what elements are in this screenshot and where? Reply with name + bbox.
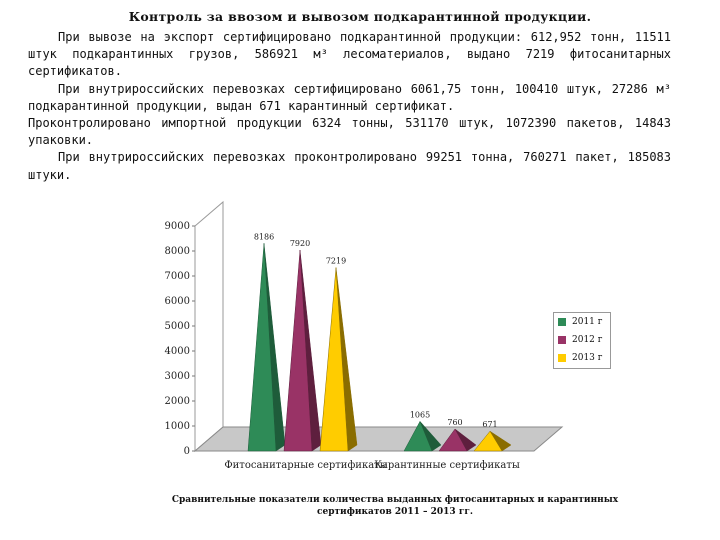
back-wall — [194, 200, 224, 453]
legend-label-2011: 2011 г — [572, 317, 603, 327]
y-tick-label: 2000 — [165, 396, 190, 407]
chart-caption: Сравнительные показатели количества выда… — [171, 495, 619, 517]
data-label: 760 — [447, 418, 462, 427]
legend-label-2013: 2013 г — [572, 353, 603, 363]
y-tick-label: 3000 — [165, 371, 190, 382]
data-label: 671 — [482, 420, 497, 429]
legend-swatch-2011 — [558, 318, 566, 326]
pyramid-0-0 — [247, 243, 277, 452]
summary-text: При вывозе на экспорт сертифицировано по… — [28, 29, 671, 184]
legend-item-2013: 2013 г — [554, 349, 610, 367]
legend-swatch-2013 — [558, 354, 566, 362]
data-label: 1065 — [410, 410, 430, 419]
data-label: 8186 — [254, 232, 274, 241]
pyramid-2-1 — [473, 430, 503, 452]
y-tick-label: 1000 — [165, 421, 190, 432]
y-tick-label: 9000 — [165, 221, 190, 232]
x-tick-label: Фитосанитарные сертификаты — [224, 460, 387, 471]
y-tick-label: 4000 — [165, 346, 190, 357]
paragraph-export: При вывозе на экспорт сертифицировано по… — [28, 30, 671, 79]
y-tick-label: 6000 — [165, 296, 190, 307]
pyramid-1-1 — [438, 428, 468, 452]
legend-swatch-2012 — [558, 336, 566, 344]
page-title: Контроль за ввозом и вывозом подкарантин… — [128, 9, 592, 24]
paragraph-import: Проконтролировано импортной продукции 63… — [28, 116, 671, 148]
legend: 2011 г 2012 г 2013 г — [553, 312, 611, 369]
y-tick-label: 5000 — [165, 321, 190, 332]
pyramid-1-0 — [283, 249, 313, 452]
y-axis-ticks: 0 1000 2000 3000 4000 5000 6000 7000 8000 9000 — [165, 221, 195, 457]
pyramid-2-0 — [319, 267, 349, 452]
legend-item-2012: 2012 г — [554, 331, 610, 349]
data-label: 7219 — [326, 257, 346, 266]
paragraph-domestic-certified: При внутрироссийских перевозках сертифиц… — [28, 81, 671, 113]
y-tick-label: 7000 — [165, 271, 190, 282]
x-tick-label: Карантинные сертификаты — [374, 460, 520, 471]
y-tick-label: 8000 — [165, 246, 190, 257]
legend-label-2012: 2012 г — [572, 335, 603, 345]
paragraph-domestic-controlled: При внутрироссийских перевозках проконтр… — [28, 150, 671, 182]
certificates-chart: 0 1000 2000 3000 4000 5000 6000 7000 8000 9000 81… — [165, 200, 564, 471]
pyramid-0-1 — [403, 420, 433, 452]
bars: 8186 7920 7219 1065 760 671 — [247, 232, 512, 452]
data-label: 7920 — [290, 239, 310, 248]
y-tick-label: 0 — [184, 446, 190, 457]
legend-item-2011: 2011 г — [554, 313, 610, 331]
